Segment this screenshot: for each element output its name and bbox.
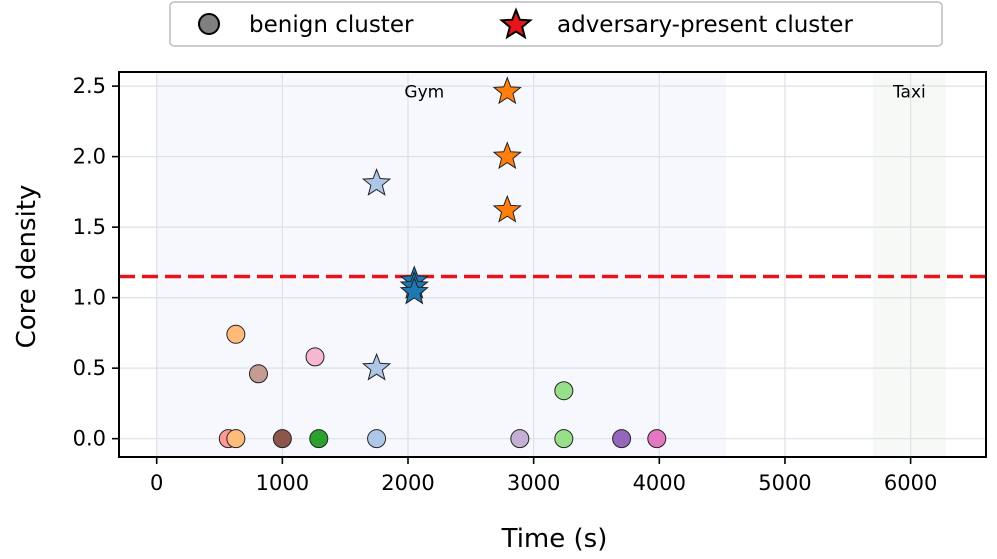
region-labels: Gym Taxi (404, 83, 925, 103)
benign-point (367, 429, 387, 449)
y-tick-label: 2.0 (73, 145, 106, 169)
region-shading (156, 72, 946, 457)
benign-point (248, 364, 268, 384)
region-label-taxi: Taxi (892, 83, 926, 103)
benign-point (309, 429, 329, 449)
axis-ticks: 0 1000 2000 3000 4000 5000 6000 0.0 0.5 1.0 1.5 2.0… (73, 74, 938, 495)
x-tick-label: 4000 (633, 471, 686, 495)
adversary-point (492, 141, 522, 170)
legend: benign cluster adversary-present cluster (169, 1, 943, 47)
y-tick-label: 0.5 (73, 356, 106, 380)
x-tick-label: 0 (150, 471, 163, 495)
region-label-gym: Gym (404, 83, 444, 103)
legend-box (169, 1, 943, 47)
legend-label-benign: benign cluster (249, 12, 414, 38)
y-axis-label: Core density (12, 185, 42, 349)
adversary-point (361, 168, 392, 196)
benign-point (647, 429, 667, 449)
benign-point (510, 429, 530, 449)
benign-point (226, 429, 246, 449)
adversary-point (492, 194, 522, 223)
adversary-point (361, 352, 392, 381)
region-gym (156, 72, 726, 457)
x-axis-label: Time (s) (501, 524, 608, 554)
legend-star-marker (499, 7, 533, 40)
legend-label-adversary: adversary-present cluster (557, 12, 853, 38)
y-tick-label: 0.0 (73, 427, 106, 451)
adversary-point (492, 76, 522, 105)
x-tick-label: 6000 (884, 471, 937, 495)
benign-point (612, 429, 632, 449)
benign-point (272, 429, 292, 449)
benign-point (554, 381, 574, 401)
x-tick-label: 1000 (256, 471, 309, 495)
benign-point (226, 324, 246, 344)
grid-lines (119, 72, 986, 457)
benign-point (554, 429, 574, 449)
x-tick-label: 2000 (381, 471, 434, 495)
x-tick-label: 5000 (758, 471, 811, 495)
benign-point (305, 347, 325, 367)
y-tick-label: 1.0 (73, 286, 106, 310)
y-tick-label: 2.5 (73, 74, 106, 98)
legend-circle-marker (198, 13, 220, 35)
y-tick-label: 1.5 (73, 215, 106, 239)
x-tick-label: 3000 (507, 471, 560, 495)
data-points (218, 76, 667, 449)
plot-frame (118, 71, 987, 458)
region-taxi (872, 72, 946, 457)
adversary-point (399, 276, 429, 305)
